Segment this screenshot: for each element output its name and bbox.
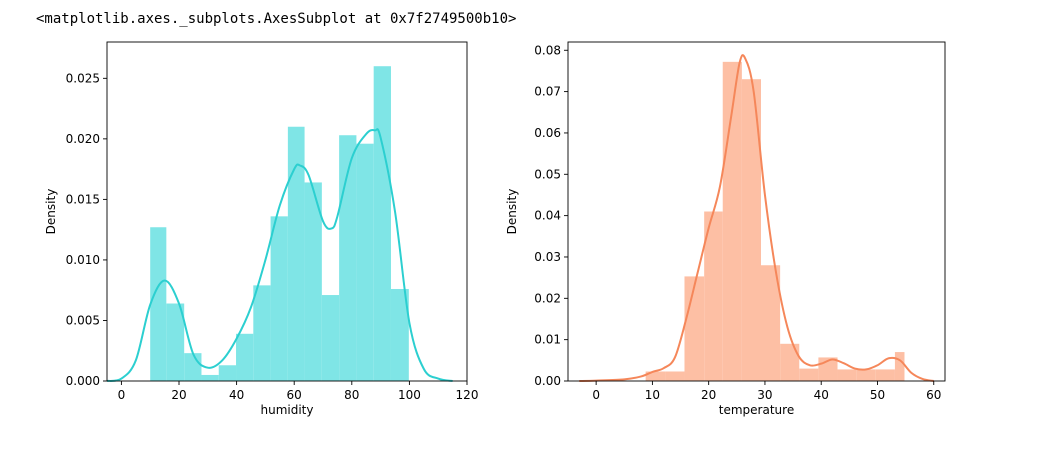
y-axis-label: Density [44,189,58,235]
x-tick-label: 0 [118,388,126,402]
y-tick-label: 0.04 [534,209,561,223]
histogram-bar [704,211,723,381]
histogram-bar [373,66,391,381]
x-tick-label: 0 [592,388,600,402]
x-tick-label: 50 [870,388,885,402]
histogram-bar [741,79,762,382]
histogram-bar [201,374,219,381]
y-tick-label: 0.025 [66,71,100,85]
y-tick-label: 0.08 [534,43,561,57]
histogram-bar [356,143,374,381]
y-tick-label: 0.05 [534,167,561,181]
chart-1: 0 20 40 60 80 100 120 0.000 0.005 0.010 0.015 0.020… [44,41,479,417]
y-tick-label: 0.00 [534,374,561,388]
y-tick-label: 0.06 [534,126,561,140]
x-axis-label: humidity [261,403,314,417]
y-tick-label: 0.005 [66,313,100,327]
x-tick-label: 80 [344,388,359,402]
y-tick-label: 0.02 [534,291,561,305]
x-tick-label: 120 [456,388,479,402]
histogram-bar [390,288,409,381]
chart-2: 0 10 20 30 40 50 60 0.00 0.01 0.02 0.03 0.04 0.05 0.0… [505,41,946,417]
y-tick-label: 0.020 [66,132,100,146]
x-tick-label: 10 [645,388,660,402]
histogram-bar [321,295,340,381]
histogram-bar [166,303,185,381]
histogram-bar [270,216,288,381]
histogram-bar [184,353,202,381]
histogram-bar [856,369,876,381]
histogram-bar [236,333,254,381]
histogram-bar [150,227,167,381]
histogram-bar [253,285,271,381]
histogram-bar [837,369,857,381]
x-tick-label: 60 [926,388,941,402]
kde-line [579,54,934,382]
histogram-bar [304,182,322,381]
x-axis-label: temperature [719,403,794,417]
axes-frame [106,41,468,382]
x-tick-label: 60 [287,388,302,402]
histogram-bar [339,135,357,381]
histogram-bar [799,368,819,381]
x-tick-label: 20 [701,388,716,402]
cell-output-text: <matplotlib.axes._subplots.AxesSubplot a… [36,11,517,27]
histogram-bar [645,371,666,381]
x-tick-label: 20 [171,388,186,402]
axes-frame [567,41,946,382]
histogram-bar [875,369,895,381]
histogram-bar [665,371,685,381]
kde-line [106,128,453,382]
y-tick-label: 0.07 [534,85,561,99]
histogram-bar [780,343,800,381]
x-tick-label: 100 [398,388,421,402]
x-tick-label: 40 [814,388,829,402]
histogram-bar [761,265,781,381]
histogram-bar [287,126,305,381]
y-axis-label: Density [505,189,519,235]
y-tick-label: 0.010 [66,253,100,267]
x-tick-label: 30 [757,388,772,402]
y-tick-label: 0.000 [66,374,100,388]
y-tick-label: 0.03 [534,250,561,264]
histogram-bar [218,365,237,381]
histogram-bar [894,352,905,381]
y-tick-label: 0.015 [66,192,100,206]
y-tick-label: 0.01 [534,333,561,347]
x-tick-label: 40 [229,388,244,402]
histogram-bar [684,276,705,381]
